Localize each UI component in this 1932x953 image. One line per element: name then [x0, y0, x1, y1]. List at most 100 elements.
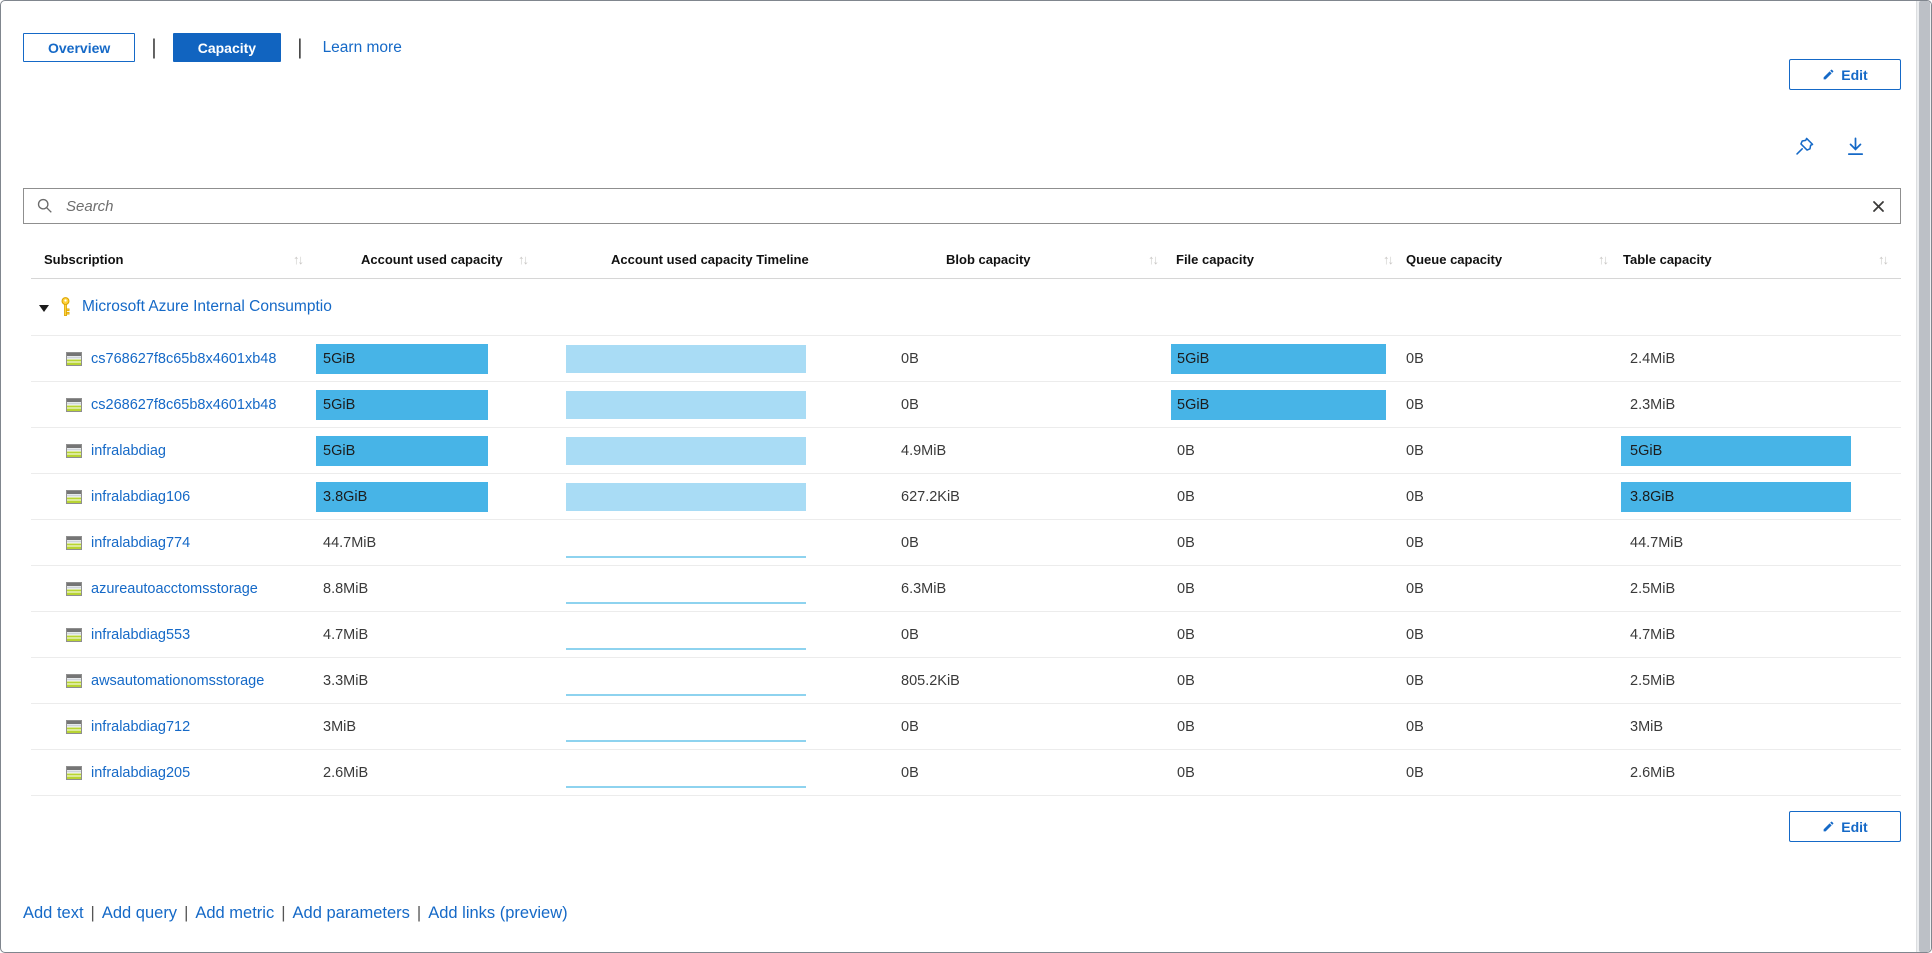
- capacity-value: 0B: [1406, 488, 1424, 505]
- clear-search-icon[interactable]: [1869, 197, 1888, 216]
- capacity-bar: 5GiB: [316, 389, 488, 420]
- queue-capacity-cell: 0B: [1406, 704, 1621, 749]
- capacity-value: 3.8GiB: [323, 488, 368, 505]
- capacity-value: 5GiB: [1630, 442, 1663, 459]
- pencil-icon: [1822, 68, 1835, 81]
- storage-account-link[interactable]: infralabdiag712: [91, 718, 191, 735]
- tab-overview[interactable]: Overview: [23, 33, 136, 62]
- subscription-cell: infralabdiag553: [31, 612, 316, 657]
- table-capacity-cell: 2.4MiB: [1621, 336, 1901, 381]
- expander-triangle-icon[interactable]: [39, 304, 49, 312]
- workbook-toolbar: [1793, 135, 1867, 158]
- group-row-subscription[interactable]: Microsoft Azure Internal Consumptio: [31, 279, 1901, 336]
- add-add-parameters-link[interactable]: Add parameters: [292, 904, 410, 922]
- tab-separator: |: [151, 36, 157, 59]
- capacity-bar: 3.8GiB: [316, 481, 488, 512]
- subscription-cell: infralabdiag712: [31, 704, 316, 749]
- table-capacity-cell: 3.8GiB: [1621, 474, 1901, 519]
- storage-account-link[interactable]: azureautoacctomsstorage: [91, 580, 258, 597]
- storage-account-link[interactable]: infralabdiag774: [91, 534, 191, 551]
- capacity-value: 0B: [1406, 626, 1424, 643]
- table-capacity-cell: 4.7MiB: [1621, 612, 1901, 657]
- column-header-label: Subscription: [44, 252, 124, 267]
- sort-icon[interactable]: ↑↓: [518, 252, 529, 267]
- capacity-value: 0B: [1177, 672, 1195, 689]
- tab-bar: Overview | Capacity | Learn more: [23, 33, 402, 62]
- blob-capacity-cell: 0B: [851, 704, 1171, 749]
- vertical-scrollbar[interactable]: [1916, 1, 1931, 952]
- column-header-file-capacity[interactable]: File capacity ↑↓: [1171, 252, 1406, 267]
- add-add-query-link[interactable]: Add query: [101, 904, 178, 922]
- learn-more-link[interactable]: Learn more: [322, 38, 402, 56]
- column-header-table-capacity[interactable]: Table capacity ↑↓: [1621, 252, 1901, 267]
- pin-icon[interactable]: [1793, 135, 1816, 158]
- subscription-cell: cs268627f8c65b8x4601xb48: [31, 382, 316, 427]
- storage-account-link[interactable]: awsautomationomsstorage: [91, 672, 265, 689]
- download-icon[interactable]: [1844, 135, 1867, 158]
- storage-account-link[interactable]: infralabdiag553: [91, 626, 191, 643]
- timeline-cell: [541, 474, 851, 519]
- storage-account-link[interactable]: cs268627f8c65b8x4601xb48: [91, 396, 277, 413]
- queue-capacity-cell: 0B: [1406, 750, 1621, 795]
- timeline-sparkline: [566, 436, 806, 465]
- table-row-infralabdiag712: infralabdiag712 3MiB 0B 0B 0B 3MiB: [31, 704, 1901, 750]
- column-header-subscription[interactable]: Subscription ↑↓: [31, 252, 316, 267]
- sort-icon[interactable]: ↑↓: [1383, 252, 1394, 267]
- table-row-infralabdiag553: infralabdiag553 4.7MiB 0B 0B 0B 4.7MiB: [31, 612, 1901, 658]
- capacity-value: 2.5MiB: [1630, 672, 1676, 689]
- capacity-value: 6.3MiB: [901, 580, 947, 597]
- column-header-blob-capacity[interactable]: Blob capacity ↑↓: [851, 252, 1171, 267]
- account-used-capacity-cell: 3.3MiB: [316, 658, 541, 703]
- tab-capacity[interactable]: Capacity: [172, 33, 282, 62]
- sort-icon[interactable]: ↑↓: [1148, 252, 1159, 267]
- capacity-value: 8.8MiB: [323, 580, 369, 597]
- capacity-value: 0B: [1177, 488, 1195, 505]
- scrollbar-thumb[interactable]: [1919, 1, 1930, 952]
- storage-account-link[interactable]: infralabdiag106: [91, 488, 191, 505]
- storage-account-link[interactable]: infralabdiag: [91, 442, 166, 459]
- capacity-value: 0B: [901, 718, 919, 735]
- table-row-awsautomationomsstorage: awsautomationomsstorage 3.3MiB 805.2KiB 0B 0…: [31, 658, 1901, 704]
- timeline-cell: [541, 382, 851, 427]
- capacity-value: 2.6MiB: [1630, 764, 1676, 781]
- timeline-cell: [541, 566, 851, 611]
- timeline-sparkline: [566, 602, 806, 604]
- capacity-value: 44.7MiB: [323, 534, 377, 551]
- edit-button-bottom[interactable]: Edit: [1789, 811, 1901, 842]
- timeline-cell: [541, 520, 851, 565]
- link-separator: |: [184, 904, 189, 922]
- account-used-capacity-cell: 3.8GiB: [316, 474, 541, 519]
- timeline-cell: [541, 658, 851, 703]
- storage-account-link[interactable]: infralabdiag205: [91, 764, 191, 781]
- subscription-cell: infralabdiag106: [31, 474, 316, 519]
- queue-capacity-cell: 0B: [1406, 658, 1621, 703]
- column-header-account-used-capacity[interactable]: Account used capacity ↑↓: [316, 252, 541, 267]
- edit-button-top[interactable]: Edit: [1789, 59, 1901, 90]
- search-input[interactable]: [64, 196, 1859, 216]
- add-add-links-preview-link[interactable]: Add links (preview): [428, 904, 568, 922]
- sort-icon[interactable]: ↑↓: [1598, 252, 1609, 267]
- add-add-text-link[interactable]: Add text: [23, 904, 84, 922]
- timeline-sparkline: [566, 694, 806, 696]
- storage-account-link[interactable]: cs768627f8c65b8x4601xb48: [91, 350, 277, 367]
- subscription-cell: awsautomationomsstorage: [31, 658, 316, 703]
- capacity-bar: 5GiB: [1171, 389, 1386, 420]
- group-row-label[interactable]: Microsoft Azure Internal Consumptio: [82, 298, 332, 315]
- capacity-value: 0B: [1406, 580, 1424, 597]
- capacity-value: 0B: [1406, 764, 1424, 781]
- subscription-cell: infralabdiag205: [31, 750, 316, 795]
- capacity-value: 0B: [1177, 718, 1195, 735]
- column-header-label: File capacity: [1176, 252, 1255, 267]
- tab-separator: |: [297, 36, 303, 59]
- column-header-queue-capacity[interactable]: Queue capacity ↑↓: [1406, 252, 1621, 267]
- capacity-bar: 3.8GiB: [1621, 481, 1851, 512]
- column-header-label: Account used capacity: [361, 252, 503, 267]
- blob-capacity-cell: 805.2KiB: [851, 658, 1171, 703]
- sort-icon[interactable]: ↑↓: [1878, 252, 1889, 267]
- blob-capacity-cell: 0B: [851, 336, 1171, 381]
- capacity-bar: 5GiB: [316, 343, 488, 374]
- storage-account-icon: [66, 581, 82, 596]
- add-add-metric-link[interactable]: Add metric: [195, 904, 275, 922]
- sort-icon[interactable]: ↑↓: [293, 252, 304, 267]
- subscription-cell: infralabdiag: [31, 428, 316, 473]
